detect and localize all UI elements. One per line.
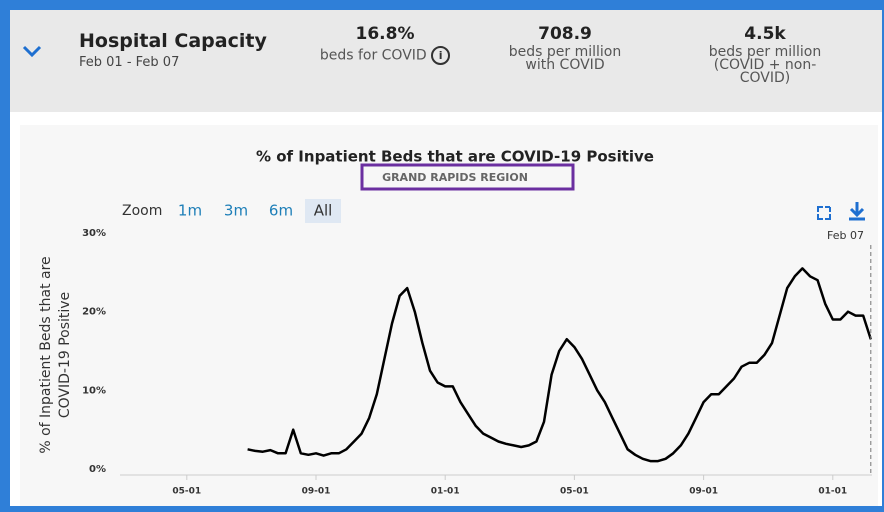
stat-value: 16.8% [355,24,415,44]
zoom-button-bg[interactable] [305,199,341,223]
info-icon[interactable]: i [431,46,451,65]
stat-value: 708.9 [538,24,592,44]
chart-subtitle: GRAND RAPIDS REGION [382,171,528,184]
fullscreen-icon[interactable] [817,206,831,220]
y-tick-label: 20% [82,307,106,318]
x-tick-label: 05-01 [560,487,589,497]
zoom-button[interactable]: 3m [224,202,248,220]
subtitle-box [360,163,575,191]
stat-label: COVID) [739,70,791,86]
stat-label: beds per million [508,44,622,60]
y-tick-label: 0% [89,464,106,475]
y-tick-label: 10% [82,385,106,396]
stat-label: with COVID [525,57,605,73]
download-icon[interactable] [849,202,865,221]
x-tick-label: 01-01 [818,487,847,497]
stat-value: 4.5k [744,24,786,44]
stat-label: beds for COVID [319,47,427,64]
y-axis-label: % of Inpatient Beds that are [38,256,54,453]
header-date: Feb 01 - Feb 07 [79,55,180,70]
zoom-button[interactable]: 6m [269,202,293,220]
x-tick-label: 01-01 [431,487,460,497]
y-axis-label: COVID-19 Positive [57,292,73,418]
stat-label: beds per million [708,44,822,60]
annotation: Feb 07 [827,229,864,242]
y-tick-label: 30% [82,228,106,239]
stat: 4.5k beds per million (COVID + non- COVID) [680,24,850,85]
x-tick-label: 09-01 [302,487,331,497]
header-title: Hospital Capacity [79,30,267,52]
zoom-button[interactable]: All [314,202,333,220]
x-tick-label: 05-01 [172,487,201,497]
chart-title: % of Inpatient Beds that are COVID-19 Po… [256,148,654,166]
zoom-label: Zoom [122,203,162,219]
collapse-chevron[interactable] [20,37,50,67]
stat: 16.8% beds for COVID i [300,24,470,65]
x-tick-label: 09-01 [689,487,718,497]
stat-label: (COVID + non- [713,57,817,73]
stat: 708.9 beds per million with COVID [480,24,650,72]
line-series [247,267,872,463]
header: Hospital Capacity Feb 01 - Feb 07 16.8% b… [10,10,882,122]
zoom-button[interactable]: 1m [178,202,202,220]
